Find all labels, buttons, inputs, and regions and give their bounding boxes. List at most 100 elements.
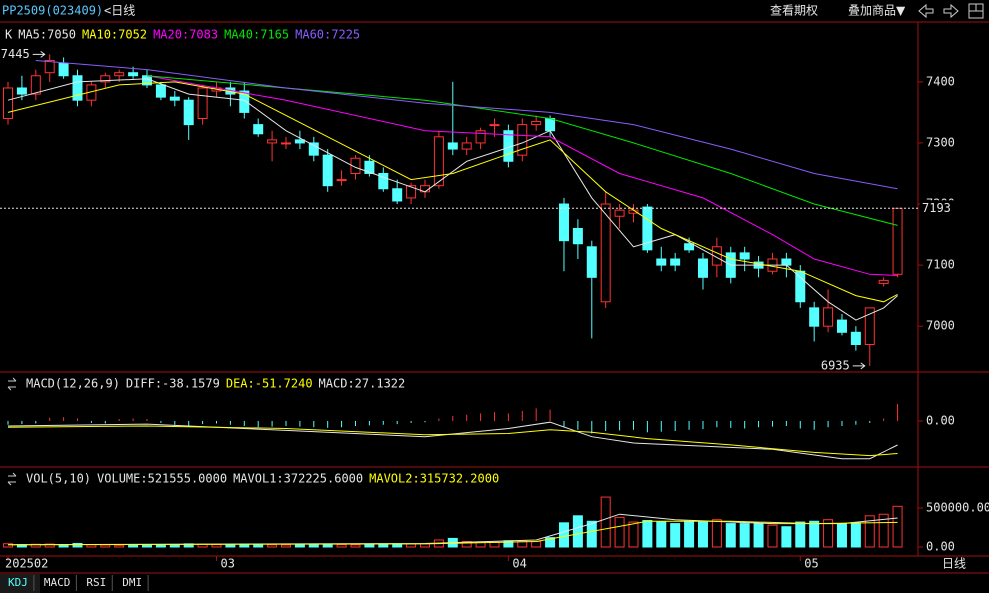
legend-entry: MA5:7050 [18, 28, 76, 42]
volume-bar [864, 515, 875, 548]
back-icon[interactable] [918, 3, 934, 19]
candle-body [294, 139, 305, 144]
macd-line [7, 421, 898, 460]
candle-body [16, 87, 27, 95]
candle-body [267, 139, 278, 144]
candle-body [280, 142, 291, 145]
last-price-label: 7193 [922, 201, 951, 215]
volume-bar [586, 520, 597, 548]
high-label-arrow [32, 50, 46, 58]
candle-body [600, 203, 611, 303]
volume-bar [600, 496, 611, 548]
x-tick-label: 03 [220, 557, 234, 571]
indicator-tab[interactable]: KDJ [8, 576, 28, 589]
candle-body [253, 124, 264, 135]
last-price-box [920, 200, 970, 217]
candle-body [809, 307, 820, 327]
volume-bar [739, 523, 750, 548]
candle-body [308, 142, 319, 156]
candle-body [850, 331, 861, 346]
volume-bar [795, 521, 806, 548]
indicator-tab[interactable]: MACD [44, 576, 71, 589]
y-tick-label: 7400 [926, 74, 955, 88]
candle-body [572, 227, 583, 245]
vol-icon[interactable] [7, 472, 17, 486]
volume-bar [378, 543, 389, 548]
volume-bar [100, 544, 111, 548]
volume-bar [3, 543, 14, 548]
candle-body [155, 84, 166, 98]
candle-body [531, 121, 542, 126]
options-button[interactable]: 查看期权 [770, 4, 818, 18]
volume-bar [86, 544, 97, 548]
legend-entry: K [5, 28, 13, 42]
candle-body [197, 87, 208, 120]
legend-entry: MA10:7052 [82, 28, 147, 42]
volume-ma-line [7, 520, 898, 546]
candle-body [322, 154, 333, 187]
candle-body [183, 99, 194, 126]
candle-body [656, 258, 667, 266]
y-tick-label: 7100 [926, 258, 955, 272]
volume-bar [531, 541, 542, 548]
macd-icon[interactable] [7, 377, 17, 391]
volume-bar [142, 544, 153, 548]
overlay-button[interactable]: 叠加商品▼ [848, 3, 906, 18]
x-tick-label: 202502 [5, 557, 48, 571]
candle-body [30, 75, 41, 95]
x-tick-label: 05 [804, 557, 818, 571]
y-tick-label: 0.00 [926, 540, 955, 554]
volume-bar [336, 544, 347, 548]
low-label: 6935 [821, 358, 850, 372]
volume-bar [128, 544, 139, 548]
indicator-tab[interactable]: DMI [122, 576, 142, 589]
indicator-tab[interactable]: RSI [86, 576, 106, 589]
candle-body [864, 307, 875, 346]
candle-body [3, 87, 14, 120]
high-label: 7445 [1, 47, 30, 61]
volume-bar [294, 544, 305, 548]
period-label: 日线 [942, 557, 966, 571]
candle-body [392, 188, 403, 202]
macd-line [7, 425, 898, 457]
legend-entry: MAVOL2:315732.2000 [369, 472, 499, 486]
volume-bar [169, 544, 180, 548]
volume-bar [517, 540, 528, 548]
volume-bar [572, 515, 583, 548]
candle-body [350, 157, 361, 174]
volume-bar [878, 513, 889, 548]
candle-body [545, 118, 556, 132]
volume-bar [850, 522, 861, 548]
legend-entry: MA60:7225 [295, 28, 360, 42]
candle-body [739, 252, 750, 260]
symbol: PP2509(023409) [2, 4, 103, 18]
ma-line [7, 81, 898, 303]
candle-body [670, 258, 681, 266]
y-tick-label: 500000.00 [926, 501, 989, 515]
y-tick-label: 7000 [926, 319, 955, 333]
candle-body [697, 258, 708, 278]
legend-entry: MACD(12,26,9) [26, 377, 120, 391]
legend-entry: DEA:-51.7240 [226, 377, 313, 391]
candle-body [378, 172, 389, 190]
active-tab [0, 574, 40, 593]
ma-line [7, 78, 898, 321]
volume-bar [781, 526, 792, 548]
candle-body [823, 307, 834, 327]
volume-bar [364, 543, 375, 548]
volume-bar [489, 541, 500, 548]
y-tick-label: 0.00 [926, 413, 955, 427]
volume-bar [628, 521, 639, 548]
volume-bar [225, 544, 236, 548]
volume-bar [725, 523, 736, 548]
ma-line [146, 75, 898, 276]
volume-bar [155, 544, 166, 548]
forward-icon[interactable] [943, 3, 959, 19]
candle-body [586, 246, 597, 278]
candle-body [558, 203, 569, 242]
candle-body [336, 179, 347, 182]
period-button[interactable]: <日线 [104, 4, 135, 18]
candle-body [711, 246, 722, 266]
candle-body [475, 130, 486, 144]
